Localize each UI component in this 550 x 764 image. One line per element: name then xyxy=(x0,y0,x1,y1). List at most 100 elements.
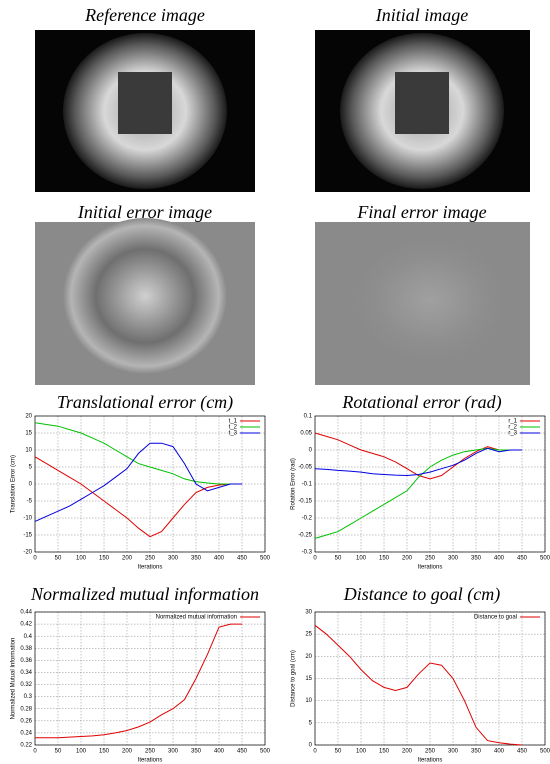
x-axis-label: Iterations xyxy=(418,565,443,571)
y-tick-label: 15 xyxy=(25,431,32,437)
x-tick-label: 0 xyxy=(313,556,317,562)
images xyxy=(35,30,530,385)
y-tick-label: 0.26 xyxy=(20,718,32,724)
y-tick-label: -0.15 xyxy=(298,499,312,505)
x-tick-label: 250 xyxy=(425,556,436,562)
x-tick-label: 500 xyxy=(260,556,271,562)
legend-label: t_1 xyxy=(229,419,238,425)
y-axis-label: Normalized Mutual Information xyxy=(11,638,17,720)
x-tick-label: 400 xyxy=(214,556,225,562)
legend-label: Distance to goal xyxy=(474,615,517,621)
y-tick-label: 5 xyxy=(29,465,33,471)
y-tick-label: 0.36 xyxy=(20,658,32,664)
y-tick-label: 0.4 xyxy=(24,634,33,640)
data-line xyxy=(314,624,523,746)
fisheye xyxy=(355,238,505,362)
x-tick-label: 250 xyxy=(425,749,436,755)
x-tick-label: 300 xyxy=(168,749,179,755)
x-tick-label: 150 xyxy=(99,749,110,755)
x-tick-label: 100 xyxy=(76,749,87,755)
x-tick-label: 50 xyxy=(335,749,342,755)
y-tick-label: 20 xyxy=(305,654,312,660)
x-tick-label: 50 xyxy=(335,556,342,562)
x-tick-label: 50 xyxy=(55,749,62,755)
data-line xyxy=(34,422,242,485)
y-tick-label: -0.25 xyxy=(298,533,312,539)
chart-title: Distance to goal (cm) xyxy=(343,584,500,605)
x-tick-label: 250 xyxy=(145,556,156,562)
y-tick-label: -0.1 xyxy=(302,482,313,488)
y-tick-label: 0.24 xyxy=(20,730,32,736)
data-line xyxy=(34,456,242,538)
y-tick-label: 30 xyxy=(305,610,312,616)
y-tick-label: -0.3 xyxy=(302,550,313,556)
plot-frame xyxy=(314,415,546,553)
x-tick-label: 450 xyxy=(237,749,248,755)
x-tick-label: 100 xyxy=(356,749,367,755)
y-tick-label: 0.28 xyxy=(20,706,32,712)
y-tick-label: -0.05 xyxy=(298,465,312,471)
y-tick-label: -15 xyxy=(23,533,32,539)
x-tick-label: 450 xyxy=(517,556,528,562)
x-tick-label: 200 xyxy=(402,556,413,562)
x-tick-label: 150 xyxy=(379,749,390,755)
chart-title: Translational error (cm) xyxy=(57,392,233,413)
x-tick-label: 450 xyxy=(517,749,528,755)
y-tick-label: 0.42 xyxy=(20,622,32,628)
y-tick-label: -0.2 xyxy=(302,516,313,522)
y-tick-label: 25 xyxy=(305,632,312,638)
x-tick-label: 400 xyxy=(214,749,225,755)
y-tick-label: -10 xyxy=(23,516,32,522)
y-axis-label: Translation Error (cm) xyxy=(11,455,17,513)
x-tick-label: 300 xyxy=(168,556,179,562)
fisheye xyxy=(63,218,227,374)
chart-title: Normalized mutual information xyxy=(30,584,259,604)
x-tick-label: 400 xyxy=(494,556,505,562)
plot-frame xyxy=(34,415,266,553)
chart-title: Rotational error (rad) xyxy=(341,392,501,413)
y-tick-label: 0.38 xyxy=(20,646,32,652)
y-tick-label: 15 xyxy=(305,676,312,682)
x-axis-label: Iterations xyxy=(138,758,163,764)
x-tick-label: 300 xyxy=(448,556,459,562)
legend-label: t_2 xyxy=(229,425,238,431)
legend-label: r_2 xyxy=(508,425,517,431)
y-tick-label: 5 xyxy=(309,720,313,726)
x-tick-label: 150 xyxy=(99,556,110,562)
x-tick-label: 450 xyxy=(237,556,248,562)
x-tick-label: 50 xyxy=(55,556,62,562)
x-tick-label: 200 xyxy=(122,556,133,562)
y-tick-label: 0 xyxy=(309,743,313,749)
data-line xyxy=(34,442,242,522)
plot-frame xyxy=(314,611,546,746)
x-tick-label: 150 xyxy=(379,556,390,562)
y-tick-label: 10 xyxy=(25,448,32,454)
x-tick-label: 200 xyxy=(402,749,413,755)
x-tick-label: 0 xyxy=(313,749,317,755)
legend-label: Normalized mutual information xyxy=(156,615,237,621)
x-tick-label: 350 xyxy=(191,556,202,562)
x-tick-label: 350 xyxy=(191,749,202,755)
data-line xyxy=(35,623,242,739)
x-tick-label: 350 xyxy=(471,556,482,562)
data-line xyxy=(314,432,522,480)
y-tick-label: 0 xyxy=(309,448,313,454)
y-tick-label: 0.1 xyxy=(304,414,313,420)
x-tick-label: 0 xyxy=(33,749,37,755)
data-line xyxy=(314,447,522,477)
y-tick-label: 0 xyxy=(29,482,33,488)
y-tick-label: 0.05 xyxy=(300,431,312,437)
x-tick-label: 100 xyxy=(356,556,367,562)
legend-label: r_1 xyxy=(508,419,517,425)
caption: Reference image xyxy=(84,5,205,25)
y-tick-label: 0.44 xyxy=(20,610,32,616)
x-tick-label: 250 xyxy=(145,749,156,755)
x-tick-label: 400 xyxy=(494,749,505,755)
y-tick-label: 0.22 xyxy=(20,743,32,749)
x-axis-label: Iterations xyxy=(418,758,443,764)
data-line xyxy=(314,447,522,539)
plot-frame xyxy=(34,611,266,746)
y-tick-label: 10 xyxy=(305,698,312,704)
y-tick-label: 0.32 xyxy=(20,682,32,688)
